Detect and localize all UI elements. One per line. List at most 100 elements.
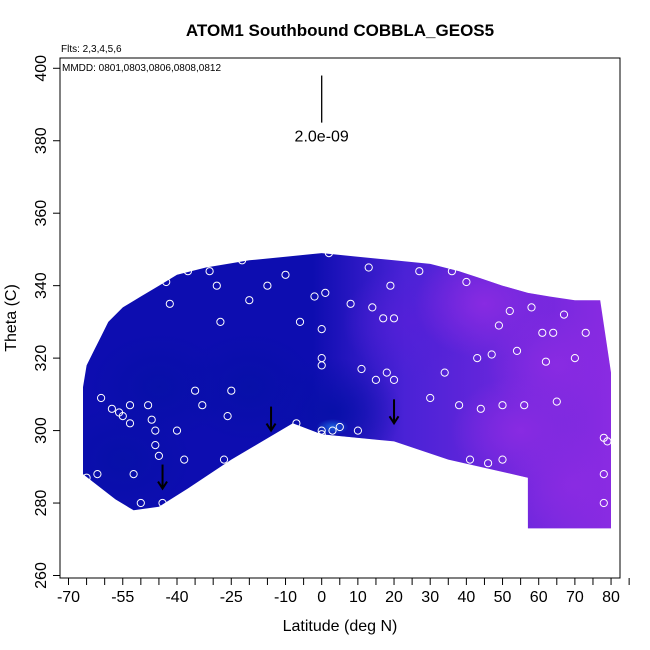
observation-marker: [592, 285, 601, 294]
y-axis: 260 280 300 320 340 360 380 400: [33, 55, 60, 589]
arrow-head: [157, 481, 168, 491]
x-axis: -70 -55 -40 -25 -10 0 10 20 30 40 50 60 70 80: [57, 578, 630, 606]
observation-marker: [465, 455, 475, 464]
y-tick-label: 360: [33, 200, 50, 227]
observation-marker: [368, 303, 377, 312]
observation-marker: [505, 306, 514, 316]
observation-marker: [97, 393, 106, 403]
x-tick-label: 60: [530, 589, 548, 606]
y-tick-label: 260: [33, 562, 50, 589]
observation-marker: [172, 426, 182, 435]
scale-bar-label: 2.0e-09: [295, 129, 349, 146]
observation-marker: [512, 346, 522, 355]
observation-marker: [223, 412, 232, 421]
observation-marker: [82, 473, 91, 482]
observation-marker: [415, 267, 424, 276]
x-tick-label: 20: [385, 589, 403, 606]
observation-marker: [487, 350, 496, 359]
observation-marker: [317, 354, 326, 363]
observation-marker: [281, 270, 290, 279]
x-tick-label: -25: [220, 589, 243, 606]
heatmap-field: [83, 253, 611, 529]
observation-marker: [144, 401, 153, 410]
observation-marker: [317, 430, 326, 439]
arrow-head: [388, 415, 400, 426]
observation-marker: [364, 263, 373, 272]
observation-marker: [219, 455, 229, 464]
observation-marker: [559, 310, 569, 319]
flights-annotation: Flts: 2,3,4,5,6: [61, 44, 122, 55]
observation-marker: [183, 267, 192, 276]
observation-marker: [520, 401, 529, 410]
observation-marker: [158, 498, 167, 508]
chart-title: ATOM1 Southbound COBBLA_GEOS5: [186, 21, 494, 40]
observation-marker: [227, 386, 236, 395]
observation-marker: [147, 415, 156, 424]
observation-marker: [216, 317, 225, 326]
y-tick-label: 380: [33, 127, 50, 154]
field-hotspot: [504, 429, 611, 529]
observation-marker: [346, 299, 355, 308]
observation-marker: [191, 386, 200, 395]
observation-marker: [324, 249, 333, 258]
observation-marker: [180, 455, 189, 464]
observation-marker: [295, 317, 305, 326]
observation-marker: [498, 401, 507, 410]
observation-marker: [549, 328, 558, 337]
observation-marker: [382, 368, 391, 377]
observation-marker: [527, 303, 536, 312]
observation-marker: [462, 277, 471, 287]
observation-marker: [292, 419, 301, 428]
observation-marker: [335, 422, 344, 432]
observation-marker: [538, 328, 547, 337]
observation-marker: [107, 404, 117, 413]
x-tick-label: 0: [317, 589, 326, 606]
observation-marker: [151, 441, 160, 450]
observation-marker: [389, 375, 399, 384]
arrow-head: [265, 423, 277, 433]
observation-marker: [599, 470, 608, 479]
y-tick-label: 300: [33, 417, 50, 444]
observation-marker: [371, 375, 380, 384]
x-tick-label: -40: [165, 589, 188, 606]
observation-marker: [599, 498, 608, 508]
observation-marker: [541, 357, 551, 366]
observation-marker: [154, 451, 163, 460]
x-tick-label: 80: [602, 589, 620, 606]
observation-marker: [321, 288, 330, 297]
observation-marker: [379, 314, 388, 323]
observation-marker: [426, 393, 435, 403]
observation-marker: [125, 419, 135, 428]
x-tick-label: -55: [111, 589, 134, 606]
observation-markers: [82, 249, 612, 508]
observation-marker: [473, 354, 482, 363]
x-tick-label: 40: [457, 589, 475, 606]
field-hotspot: [83, 404, 193, 515]
observation-marker: [552, 397, 561, 406]
observation-marker: [603, 437, 612, 446]
observation-marker: [570, 354, 580, 363]
observation-marker: [125, 401, 135, 410]
observation-marker: [238, 256, 247, 265]
field-hotspot: [262, 357, 403, 468]
observation-marker: [484, 459, 493, 468]
observation-marker: [165, 299, 174, 308]
observation-marker: [389, 314, 399, 323]
observation-marker: [494, 321, 503, 330]
observation-marker: [205, 267, 214, 276]
observation-marker: [498, 455, 507, 464]
observation-marker: [310, 292, 319, 301]
x-tick-label: 30: [421, 589, 439, 606]
x-axis-label: Latitude (deg N): [283, 618, 398, 635]
observation-marker: [118, 412, 127, 421]
observation-marker: [353, 426, 362, 435]
x-tick-label: 70: [566, 589, 584, 606]
observation-marker: [476, 404, 485, 413]
x-tick-label: 50: [494, 589, 512, 606]
y-axis-label: Theta (C): [3, 284, 20, 352]
observation-marker: [455, 401, 464, 410]
observation-marker: [136, 498, 145, 508]
observation-marker: [440, 368, 449, 377]
observation-marker: [581, 328, 590, 337]
